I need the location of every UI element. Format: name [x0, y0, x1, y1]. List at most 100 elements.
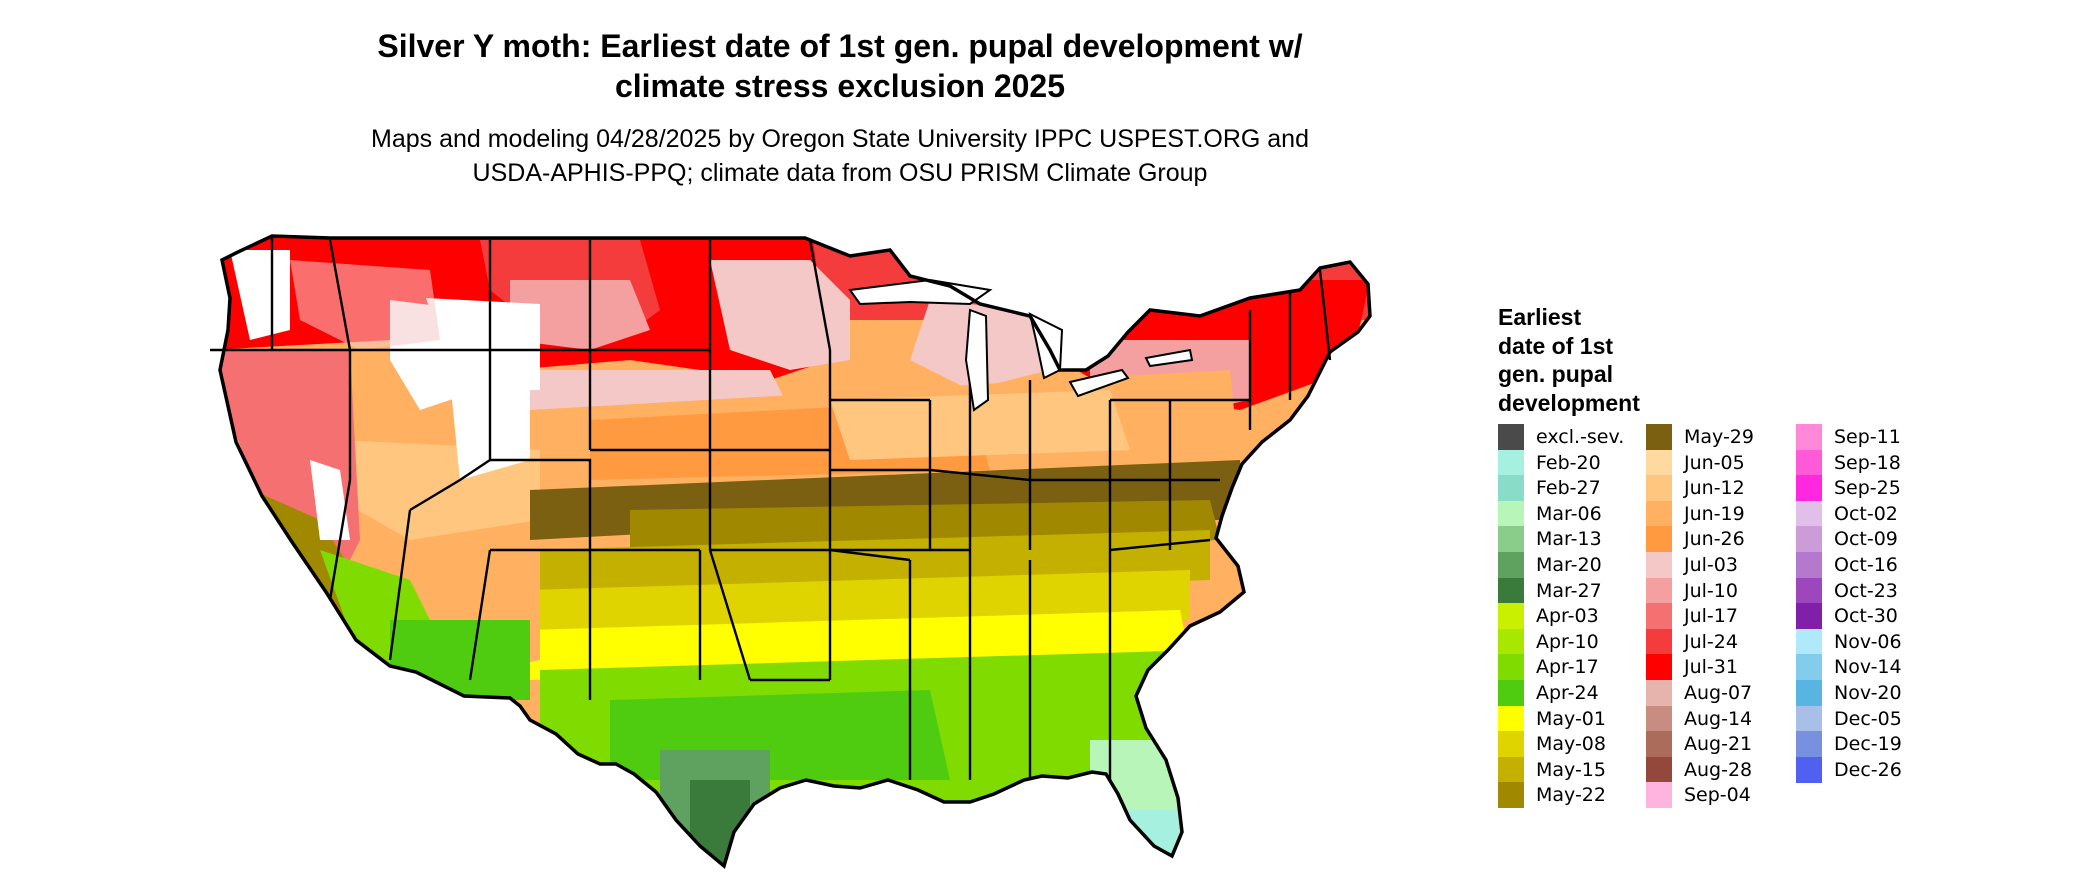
legend-item: Aug-07: [1646, 680, 1806, 706]
legend-item: Feb-20: [1498, 449, 1658, 476]
legend-swatch: [1498, 782, 1524, 809]
legend-title-line-2: date of 1st: [1498, 332, 1614, 359]
legend-label: Jul-10: [1684, 579, 1738, 602]
legend-label: Sep-11: [1834, 426, 1901, 448]
legend-title-line-4: development: [1498, 389, 1640, 416]
legend-label: Apr-17: [1536, 656, 1599, 679]
legend-swatch: [1646, 782, 1672, 809]
map-subtitle: Maps and modeling 04/28/2025 by Oregon S…: [230, 122, 1450, 190]
legend-item: Jul-24: [1646, 628, 1806, 655]
map-zone-dakotas: [510, 280, 650, 350]
legend-item: Apr-17: [1498, 654, 1658, 681]
legend-swatch: [1498, 526, 1524, 553]
legend-label: Jun-05: [1684, 451, 1745, 474]
legend-label: Jul-24: [1684, 630, 1738, 653]
legend-item: Oct-02: [1796, 500, 1956, 527]
boundary-west-coast: [210, 236, 352, 601]
legend-swatch: [1646, 680, 1672, 706]
map-zone-minnesota: [710, 260, 850, 370]
map-zone-sierra-nevada: [310, 460, 350, 540]
legend-label: Sep-04: [1684, 784, 1751, 807]
legend-item: Apr-10: [1498, 628, 1658, 655]
legend-swatch: [1646, 500, 1672, 527]
legend-label: Dec-19: [1834, 733, 1902, 756]
boundary-south: [708, 548, 1112, 780]
lake-michigan: [964, 308, 990, 412]
legend-item: Jun-05: [1646, 449, 1806, 476]
map-zone-wyoming-mountains: [426, 298, 540, 390]
legend-item: May-29: [1646, 424, 1806, 450]
boundary-east: [1109, 398, 1250, 552]
legend-label: Oct-23: [1834, 579, 1898, 602]
legend-item: Aug-14: [1646, 705, 1806, 732]
legend-item: Aug-28: [1646, 756, 1806, 783]
legend-swatch: [1796, 628, 1822, 655]
great-lakes: [848, 278, 1194, 412]
legend-swatch: [1498, 628, 1524, 655]
legend-item: Aug-21: [1646, 731, 1806, 758]
map-subtitle-line-2: USDA-APHIS-PPQ; climate data from OSU PR…: [472, 159, 1208, 187]
legend-label: Sep-25: [1834, 477, 1901, 500]
legend-swatch: [1796, 475, 1822, 502]
legend-item: Jun-12: [1646, 475, 1806, 502]
legend-swatch: [1646, 628, 1672, 655]
legend-swatch: [1646, 475, 1672, 502]
legend-swatch: [1498, 705, 1524, 732]
legend-label: Feb-20: [1536, 451, 1601, 474]
legend-label: Aug-21: [1684, 733, 1753, 756]
state-boundaries: [210, 236, 1332, 780]
legend-item: Dec-26: [1796, 756, 1956, 783]
legend-swatch: [1646, 577, 1672, 604]
legend-label: Jul-17: [1684, 605, 1738, 628]
legend-item: Mar-20: [1498, 552, 1658, 578]
legend-label: Apr-10: [1536, 630, 1599, 653]
legend-item: Oct-16: [1796, 552, 1956, 578]
legend-label: Oct-02: [1834, 502, 1898, 525]
legend-swatch: [1646, 552, 1672, 578]
legend-swatch: [1796, 500, 1822, 527]
legend-label: Oct-30: [1834, 605, 1898, 628]
legend-item: Nov-20: [1796, 680, 1956, 706]
lake-erie: [1068, 368, 1130, 398]
legend-item: Apr-03: [1498, 603, 1658, 630]
boundary-idaho-montana: [488, 240, 592, 450]
legend-swatch: [1498, 475, 1524, 502]
legend-item: Feb-27: [1498, 475, 1658, 502]
legend-item: Nov-06: [1796, 628, 1956, 655]
legend-label: Nov-14: [1834, 656, 1902, 679]
legend-label: Feb-27: [1536, 477, 1601, 500]
legend-swatch: [1796, 705, 1822, 732]
legend-label: Apr-03: [1536, 605, 1599, 628]
legend-label: Jul-03: [1684, 554, 1738, 576]
legend-item: Sep-04: [1646, 782, 1806, 809]
us-map: [210, 220, 1480, 892]
legend-swatch: [1646, 731, 1672, 758]
legend-label: Aug-07: [1684, 682, 1753, 704]
legend-swatch: [1646, 424, 1672, 450]
legend-item: Mar-06: [1498, 500, 1658, 527]
legend-item: May-22: [1498, 782, 1658, 809]
legend-swatch: [1646, 705, 1672, 732]
legend-label: Oct-09: [1834, 528, 1898, 551]
legend-label: Mar-06: [1536, 502, 1602, 525]
legend-item: Jul-31: [1646, 654, 1806, 681]
legend-label: Mar-27: [1536, 579, 1602, 602]
legend-swatch: [1498, 756, 1524, 783]
legend-swatch: [1498, 603, 1524, 630]
map-zone-cascades: [230, 250, 290, 340]
legend-swatch: [1646, 603, 1672, 630]
legend-label: Aug-28: [1684, 758, 1753, 781]
legend-label: Aug-14: [1684, 707, 1753, 730]
legend-swatch: [1498, 731, 1524, 758]
legend-title-line-3: gen. pupal: [1498, 361, 1613, 387]
legend-label: Mar-13: [1536, 528, 1602, 551]
legend-item: Jul-03: [1646, 552, 1806, 578]
lake-ontario: [1144, 348, 1194, 368]
legend-item: excl.-sev.: [1498, 424, 1658, 450]
legend-swatch: [1796, 603, 1822, 630]
legend-label: Mar-20: [1536, 554, 1602, 576]
boundary-midwest: [808, 239, 970, 552]
legend: excl.-sev. Feb-20 Feb-27 Mar-06 Mar-13 Mar-20…: [1498, 424, 1998, 824]
legend-swatch: [1646, 449, 1672, 476]
legend-item: Oct-09: [1796, 526, 1956, 553]
